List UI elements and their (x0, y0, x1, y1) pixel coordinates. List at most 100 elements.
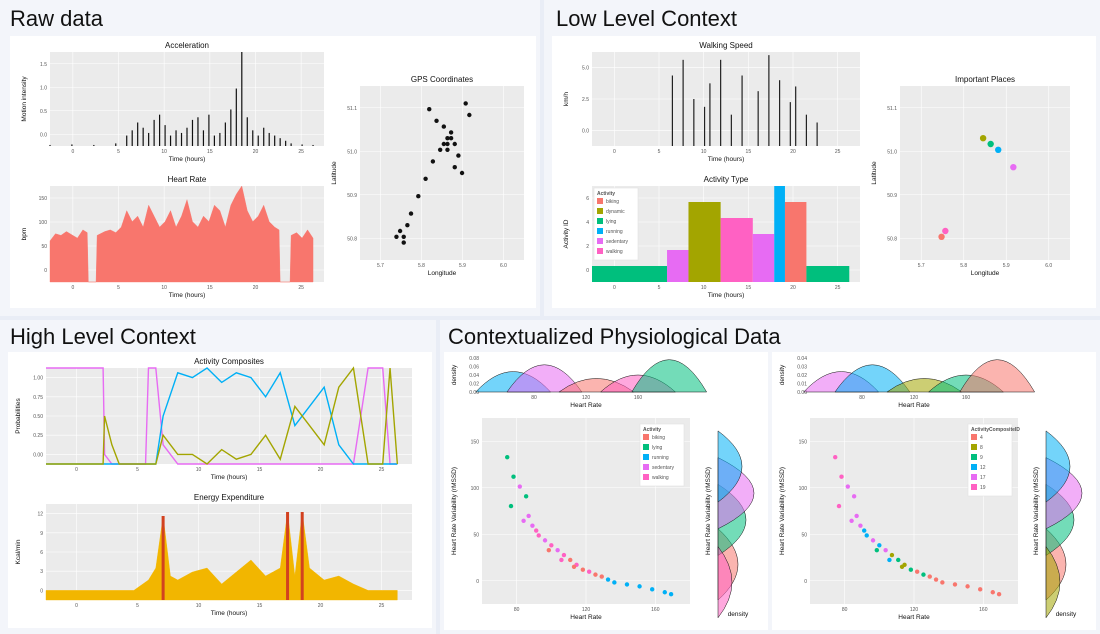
legend-label: lying (606, 219, 617, 225)
legend-label: sedentary (606, 239, 628, 245)
acceleration-bar (142, 127, 144, 146)
activity-segment (688, 202, 721, 282)
x-tick-label: 6.0 (1045, 263, 1052, 269)
x-tick-label: 10 (161, 149, 167, 155)
acceleration-bar (186, 127, 188, 146)
x-tick-label: 10 (701, 149, 707, 155)
x-axis-label: Heart Rate (570, 402, 602, 409)
hrv-point (874, 547, 880, 553)
hrv-point (523, 494, 529, 499)
y-tick-label: 0.75 (33, 395, 43, 401)
walking-speed-bar (757, 91, 759, 146)
x-tick-label: 5 (136, 467, 139, 473)
legend-swatch (971, 444, 977, 450)
x-tick-label: 5 (658, 285, 661, 291)
gps-point (445, 136, 450, 141)
walking-speed-bar (768, 55, 770, 146)
y-tick-label: 0.25 (33, 433, 43, 439)
energy-peak-bar (286, 512, 290, 600)
x-tick-label: 80 (842, 607, 848, 613)
acceleration-bar (202, 130, 205, 146)
y-tick-label: 0.00 (33, 452, 43, 458)
legend-swatch (597, 198, 603, 204)
legend-swatch (971, 434, 977, 440)
y-tick-label: 0.04 (469, 373, 479, 379)
x-tick-label: 20 (253, 149, 259, 155)
legend-label: walking (606, 249, 623, 255)
chart-title: Activity Composites (194, 357, 264, 366)
walking-speed-bar (795, 86, 797, 146)
x-tick-label: 20 (253, 285, 259, 291)
gps-point (427, 107, 432, 112)
walking-speed-bar (730, 114, 732, 146)
chart-title: Heart Rate (168, 175, 207, 184)
density-curve (959, 359, 1036, 393)
y-axis-label: Kcal/min (15, 539, 22, 564)
hrv-point (517, 484, 523, 489)
gps-point (434, 118, 439, 123)
y-tick-label: 0.04 (797, 356, 807, 362)
hrv-point (877, 543, 882, 548)
y-tick-label: 2.5 (582, 97, 589, 103)
x-tick-label: 0 (75, 603, 78, 609)
y-tick-label: 50 (473, 532, 479, 538)
x-tick-label: 25 (835, 149, 841, 155)
x-axis-label: Time (hours) (708, 292, 745, 299)
hr-density-top-right: 80 120 160 0.00 0.01 0.02 0.03 0.04 Heart Rate de… (779, 356, 1036, 409)
chart-title: Acceleration (165, 41, 209, 50)
hrv-point (599, 574, 604, 579)
y-tick-label: 0 (44, 268, 47, 274)
walking-speed-bar (789, 102, 791, 146)
density-curve (717, 545, 733, 619)
x-tick-label: 15 (207, 285, 213, 291)
hrv-point (612, 580, 617, 585)
y-tick-label: 150 (471, 439, 480, 445)
x-tick-label: 120 (582, 607, 591, 613)
hrv-scatter-activity: 0 50 100 150 80 120 160 Heart Rate Heart Rate Va… (451, 418, 690, 621)
heart-rate-chart: 0 50 100 150 0 5 10 15 20 25 Heart Rate Time (hours… (21, 175, 324, 299)
x-tick-label: 5.7 (377, 263, 384, 269)
hrv-point (914, 569, 920, 574)
hrv-point (933, 577, 939, 582)
walking-speed-bar (816, 122, 818, 146)
x-tick-label: 0 (613, 149, 616, 155)
x-tick-label: 80 (514, 607, 520, 613)
important-place-point (987, 140, 994, 148)
gps-point (423, 176, 428, 181)
y-tick-label: 0.02 (797, 373, 807, 379)
x-tick-label: 15 (257, 467, 263, 473)
hrv-point (546, 547, 552, 553)
activity-segment (806, 266, 850, 282)
y-tick-label: 0.06 (469, 365, 479, 371)
gps-point (430, 159, 436, 164)
acceleration-bar (180, 132, 183, 146)
y-axis-label: Heart Rate Variability (rMSSD) (1033, 467, 1040, 555)
legend-label: biking (652, 435, 665, 441)
low-level-context-title: Low Level Context (556, 6, 737, 31)
y-tick-label: 100 (799, 486, 808, 492)
x-axis-label: density (728, 611, 749, 618)
composite-series-line (46, 366, 399, 465)
acceleration-bar (224, 122, 226, 146)
acceleration-bar (175, 130, 177, 146)
x-tick-label: 5.8 (960, 263, 967, 269)
gps-point (441, 141, 447, 147)
y-axis-label: Motion intensity (21, 76, 28, 122)
walking-speed-bar (682, 59, 684, 146)
hrv-point (889, 552, 895, 558)
chart-title: Important Places (955, 75, 1015, 84)
gps-point (408, 211, 414, 216)
gps-point (456, 153, 461, 158)
hrv-point (662, 590, 667, 595)
walking-speed-bar (779, 80, 781, 146)
x-tick-label: 15 (207, 149, 213, 155)
gps-point (441, 124, 447, 129)
x-axis-label: density (1056, 611, 1077, 618)
hrv-point (668, 592, 674, 597)
y-tick-label: 3 (40, 569, 43, 575)
hrv-point (921, 572, 926, 577)
acceleration-bar (279, 138, 281, 146)
y-tick-label: 0.00 (469, 390, 479, 396)
gps-point (459, 170, 465, 176)
x-tick-label: 5 (117, 285, 120, 291)
